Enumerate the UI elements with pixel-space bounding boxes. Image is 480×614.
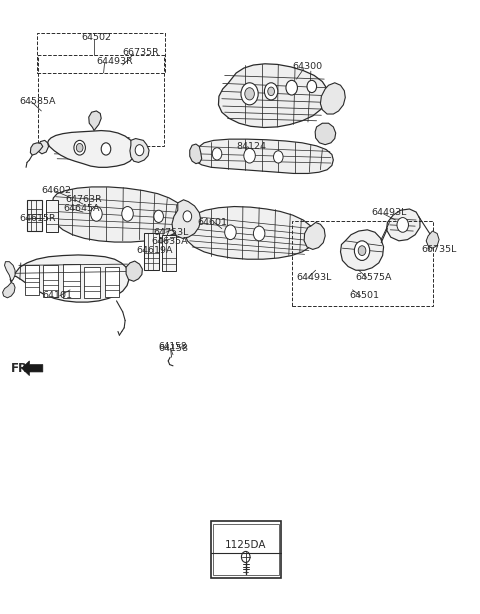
Circle shape: [101, 143, 111, 155]
Text: 64601: 64601: [197, 218, 227, 227]
Polygon shape: [2, 282, 15, 298]
Circle shape: [286, 80, 298, 95]
Polygon shape: [4, 262, 15, 281]
Circle shape: [244, 149, 255, 163]
Text: 64158: 64158: [158, 344, 189, 353]
Polygon shape: [50, 187, 186, 242]
Polygon shape: [426, 231, 439, 248]
Text: 64501: 64501: [349, 292, 379, 300]
Circle shape: [122, 206, 133, 221]
Polygon shape: [126, 261, 143, 281]
Polygon shape: [190, 144, 202, 164]
Circle shape: [135, 145, 144, 156]
Polygon shape: [30, 143, 43, 155]
Polygon shape: [38, 141, 48, 154]
Text: 64645A: 64645A: [63, 204, 99, 214]
Circle shape: [91, 206, 102, 221]
Bar: [162, 235, 176, 271]
Bar: [37, 55, 164, 147]
Text: 64615R: 64615R: [19, 214, 56, 223]
Text: 64753L: 64753L: [154, 228, 189, 237]
Polygon shape: [386, 209, 420, 241]
Circle shape: [253, 226, 265, 241]
Polygon shape: [172, 200, 201, 238]
Circle shape: [354, 241, 370, 260]
Polygon shape: [304, 222, 325, 249]
Text: 64585A: 64585A: [20, 96, 56, 106]
Bar: [24, 265, 39, 295]
Bar: [211, 521, 281, 578]
Bar: [43, 265, 58, 297]
Text: 64493L: 64493L: [372, 208, 407, 217]
Circle shape: [397, 217, 408, 232]
Text: 84124: 84124: [236, 142, 266, 151]
Circle shape: [225, 225, 236, 239]
Text: 64493R: 64493R: [96, 58, 133, 66]
Text: 66735L: 66735L: [421, 245, 456, 254]
Bar: [63, 264, 80, 298]
Text: 64763R: 64763R: [65, 195, 102, 204]
Circle shape: [264, 83, 278, 100]
Text: 64575A: 64575A: [356, 273, 392, 282]
Bar: [84, 266, 100, 298]
Polygon shape: [185, 206, 315, 259]
Text: 64635A: 64635A: [152, 237, 188, 246]
Text: 64502: 64502: [81, 33, 111, 42]
Bar: [213, 524, 279, 575]
Circle shape: [307, 80, 317, 93]
Polygon shape: [321, 83, 345, 114]
Bar: [144, 233, 158, 270]
Text: FR.: FR.: [11, 362, 33, 375]
Polygon shape: [48, 131, 136, 168]
Text: 64493L: 64493L: [297, 273, 332, 282]
Text: 64158: 64158: [158, 343, 187, 351]
Bar: [46, 200, 58, 232]
Text: 64602: 64602: [41, 186, 72, 195]
Circle shape: [183, 211, 192, 222]
Bar: [105, 266, 120, 297]
Polygon shape: [340, 230, 384, 270]
Polygon shape: [89, 111, 101, 131]
Polygon shape: [10, 255, 129, 302]
Text: 64300: 64300: [293, 63, 323, 71]
Circle shape: [245, 88, 254, 100]
Text: 64101: 64101: [43, 292, 73, 300]
Polygon shape: [192, 139, 333, 173]
Bar: [27, 200, 42, 231]
Circle shape: [268, 87, 275, 96]
Bar: [36, 33, 165, 73]
Text: 1125DA: 1125DA: [225, 540, 266, 550]
Circle shape: [212, 148, 222, 160]
Polygon shape: [130, 139, 149, 163]
Polygon shape: [315, 123, 336, 145]
Polygon shape: [218, 64, 328, 128]
Polygon shape: [22, 361, 43, 376]
Circle shape: [76, 144, 83, 152]
Bar: [292, 221, 433, 306]
Circle shape: [154, 210, 163, 222]
Text: 66735R: 66735R: [123, 49, 159, 57]
Circle shape: [274, 151, 283, 163]
Circle shape: [241, 83, 258, 105]
Text: 64619A: 64619A: [137, 246, 173, 255]
Circle shape: [74, 141, 85, 155]
Circle shape: [358, 246, 366, 255]
